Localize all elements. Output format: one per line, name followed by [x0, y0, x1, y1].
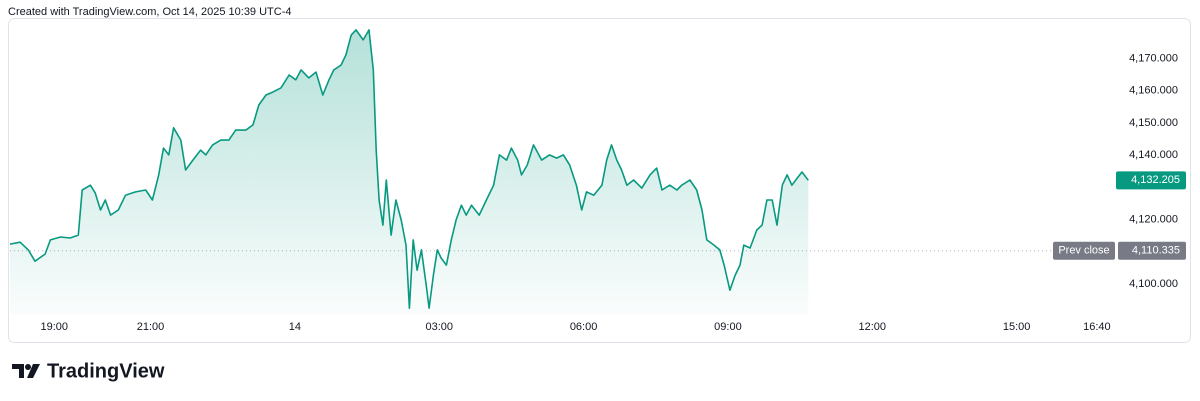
- brand: TradingView: [47, 360, 165, 382]
- x-tick-label: 15:00: [1003, 321, 1031, 333]
- x-tick-label: 03:00: [425, 321, 453, 333]
- x-tick-label: 16:40: [1083, 321, 1111, 333]
- credit: Created with TradingView.com, Oct 14, 20…: [8, 6, 292, 18]
- price-line: [9, 29, 809, 309]
- y-tick-label: 4,140.000: [1129, 149, 1178, 161]
- current-price-label: 4,132.205: [1131, 174, 1180, 186]
- prev-close-tag: [1053, 241, 1115, 260]
- logo-icon: [25, 364, 31, 370]
- y-tick-label: 4,150.000: [1129, 117, 1178, 129]
- y-tick-label: 4,160.000: [1129, 85, 1178, 97]
- y-tick-label: 4,170.000: [1129, 52, 1178, 64]
- x-tick-label: 06:00: [570, 321, 598, 333]
- chart-frame: [8, 18, 1191, 343]
- x-tick-label: 14: [289, 321, 301, 333]
- y-tick-label: 4,100.000: [1129, 278, 1178, 290]
- prev-close-name: Prev close: [1058, 245, 1109, 257]
- x-tick-label: 09:00: [714, 321, 742, 333]
- logo: [12, 364, 40, 378]
- x-tick-label: 12:00: [859, 321, 887, 333]
- logo-icon: [12, 364, 24, 378]
- x-tick-label: 21:00: [137, 321, 165, 333]
- prev-close-value: 4,110.335: [1132, 245, 1180, 257]
- x-tick-label: 19:00: [41, 321, 69, 333]
- area-fill: [10, 29, 809, 316]
- prev-close-value-tag: [1118, 241, 1186, 260]
- logo-icon: [27, 364, 40, 378]
- y-tick-label: 4,120.000: [1129, 214, 1178, 226]
- current-price-tag: [1116, 171, 1186, 190]
